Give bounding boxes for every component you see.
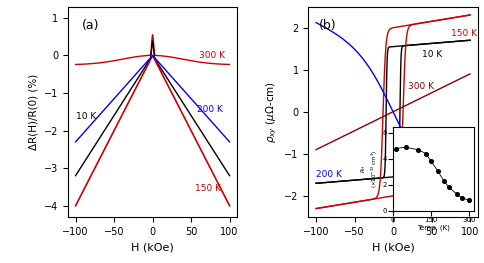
Text: 10 K: 10 K	[422, 50, 441, 59]
Text: 200 K: 200 K	[197, 105, 223, 114]
Y-axis label: ΔR(H)/R(0) (%): ΔR(H)/R(0) (%)	[28, 74, 38, 150]
Text: 300 K: 300 K	[198, 51, 224, 60]
Text: 200 K: 200 K	[316, 170, 341, 179]
Y-axis label: $\rho_{xy}$ ($\mu\Omega$-cm): $\rho_{xy}$ ($\mu\Omega$-cm)	[264, 81, 278, 143]
Text: (a): (a)	[81, 19, 99, 32]
X-axis label: H (kOe): H (kOe)	[131, 242, 174, 252]
Text: 10 K: 10 K	[76, 112, 96, 121]
Text: 300 K: 300 K	[408, 82, 434, 91]
Text: (b): (b)	[318, 19, 335, 32]
Text: 150 K: 150 K	[450, 29, 476, 38]
X-axis label: H (kOe): H (kOe)	[371, 242, 413, 252]
Text: 150 K: 150 K	[195, 184, 220, 193]
